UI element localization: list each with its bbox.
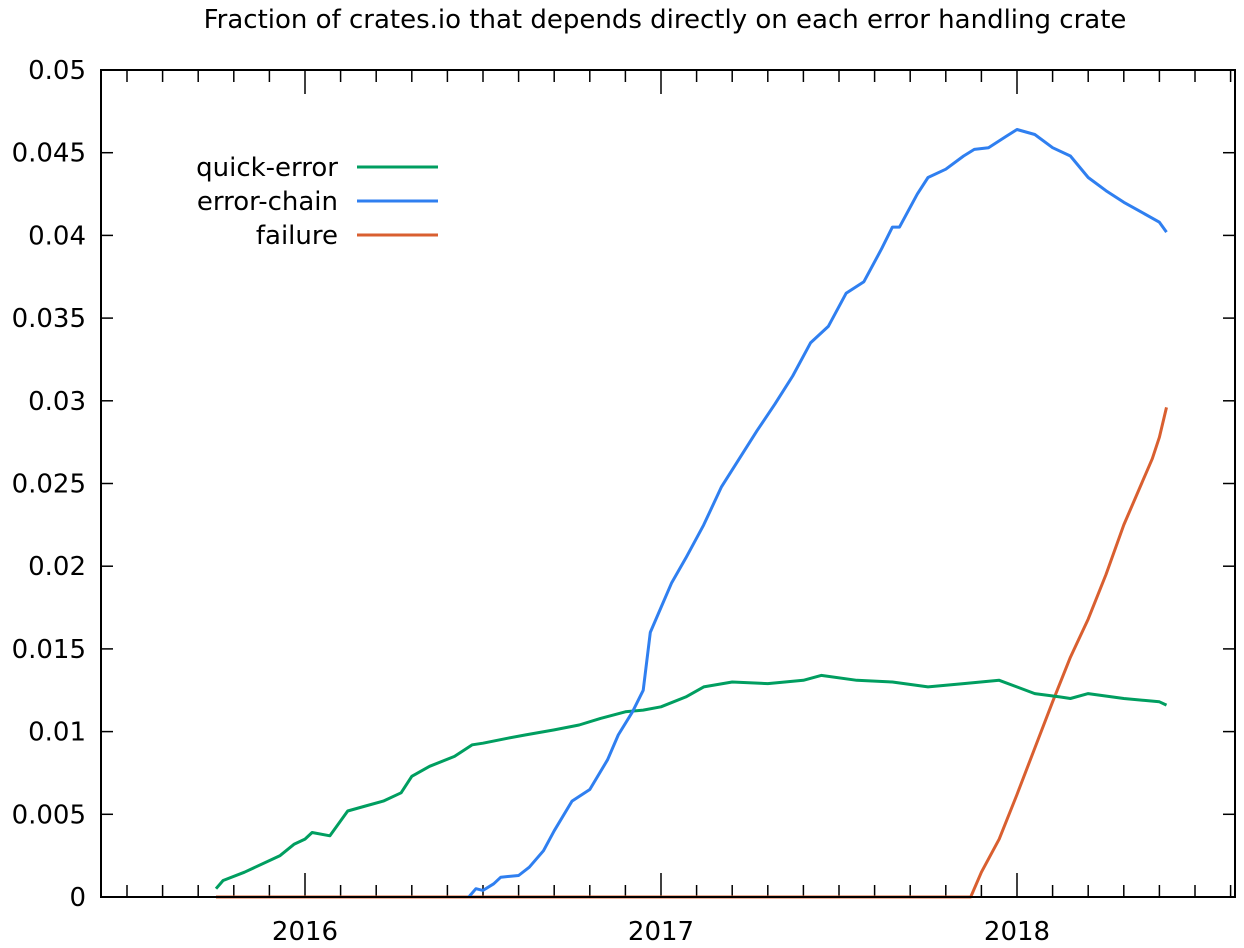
y-tick-label: 0.015: [12, 635, 86, 665]
x-axis-tick-labels: 2016 2017 2018: [272, 917, 1050, 947]
y-tick-label: 0.035: [12, 304, 86, 334]
y-tick-label: 0.025: [12, 470, 86, 500]
y-tick-label: 0.01: [28, 718, 86, 748]
y-tick-label: 0.04: [28, 221, 86, 251]
legend-label: quick-error: [196, 153, 338, 183]
chart-title: Fraction of crates.io that depends direc…: [204, 5, 1127, 35]
x-tick-label: 2018: [984, 917, 1050, 947]
y-tick-label: 0.005: [12, 800, 86, 830]
y-tick-label: 0.05: [28, 56, 86, 86]
y-tick-label: 0.03: [28, 387, 86, 417]
plot-frame: [100, 69, 1236, 898]
legend-label: error-chain: [197, 187, 338, 217]
y-tick-label: 0.02: [28, 552, 86, 582]
x-tick-label: 2017: [628, 917, 694, 947]
series-line-quick-error: [214, 673, 1168, 890]
data-series: [214, 128, 1168, 899]
x-tick-label: 2016: [272, 917, 338, 947]
legend: quick-error error-chain failure: [196, 153, 438, 251]
y-tick-label: 0: [69, 883, 86, 913]
legend-label: failure: [256, 221, 338, 251]
y-axis-tick-labels: 0 0.005 0.01 0.015 0.02 0.025 0.03 0.035 0.04 0.0…: [12, 56, 86, 913]
axis-ticks: [101, 69, 1235, 898]
series-line-failure: [216, 407, 1168, 899]
series-line-error-chain: [467, 128, 1168, 898]
y-tick-label: 0.045: [12, 139, 86, 169]
